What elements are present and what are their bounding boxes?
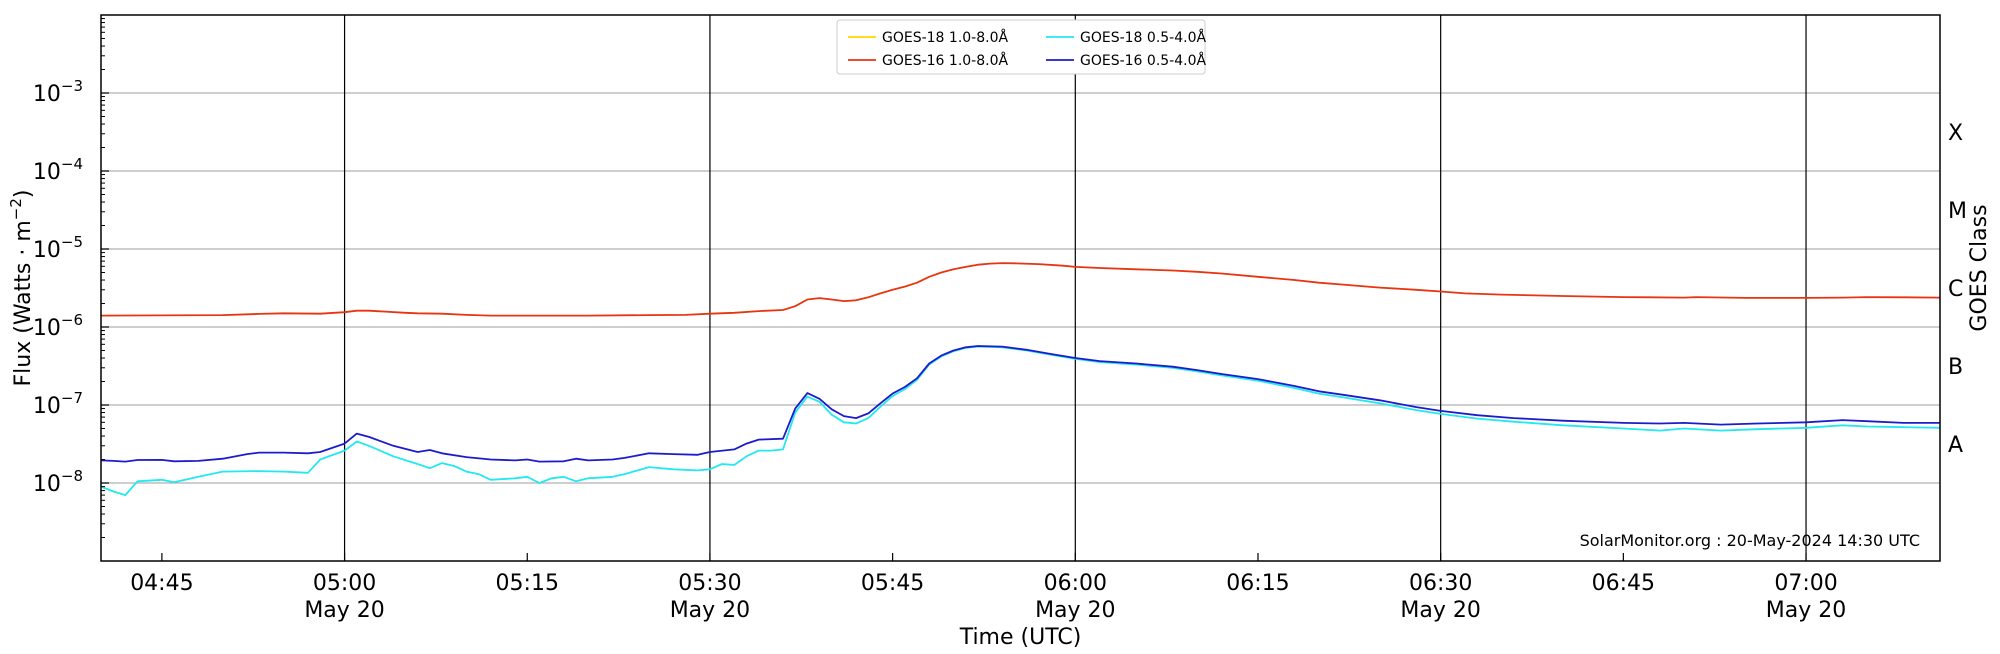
x-tick-label: 05:00	[313, 571, 376, 596]
y-tick-label-base: 10	[33, 472, 61, 497]
x-tick-date-label: May 20	[670, 598, 750, 623]
x-tick-date-label: May 20	[1766, 598, 1846, 623]
series-line	[100, 345, 1940, 463]
y-tick-label-base: 10	[33, 82, 61, 107]
legend-label: GOES-16 0.5-4.0Å	[1080, 52, 1206, 69]
y-tick-label-exponent: −3	[61, 77, 83, 95]
x-tick-label: 04:45	[130, 571, 193, 596]
goes-class-label: B	[1948, 355, 1963, 380]
y-axis-label-exponent: −2	[7, 198, 25, 220]
plot-frame	[100, 14, 1941, 562]
x-tick-label: 06:00	[1044, 571, 1107, 596]
y-tick-label: 10−8	[33, 467, 83, 497]
goes-class-label: A	[1948, 433, 1963, 458]
series-lines	[100, 262, 1941, 497]
x-tick-date-label: May 20	[1400, 598, 1480, 623]
x-tick-date-label: May 20	[1035, 598, 1115, 623]
x-tick-date-label: May 20	[304, 598, 384, 623]
credit-text: SolarMonitor.org : 20-May-2024 14:30 UTC	[1580, 531, 1920, 550]
y-tick-label-exponent: −5	[61, 233, 83, 251]
grid-lines	[101, 15, 1940, 561]
x-tick-label: 05:45	[861, 571, 924, 596]
x-tick-label: 06:45	[1592, 571, 1655, 596]
goes-class-label: X	[1948, 121, 1963, 146]
legend-label: GOES-16 1.0-8.0Å	[882, 52, 1008, 69]
y-tick-label-exponent: −4	[61, 155, 83, 173]
goes-class-axis-label: GOES Class	[1967, 204, 1992, 331]
legend-label: GOES-18 1.0-8.0Å	[882, 29, 1008, 46]
y-tick-label: 10−4	[33, 155, 83, 185]
goes-class-labels: A B C M X	[1948, 121, 1967, 458]
y-tick-label-base: 10	[33, 160, 61, 185]
y-tick-label-exponent: −7	[61, 389, 83, 407]
x-tick-label: 07:00	[1774, 571, 1837, 596]
y-tick-label-base: 10	[33, 394, 61, 419]
goes-class-label: M	[1948, 199, 1967, 224]
y-tick-label-exponent: −6	[61, 311, 83, 329]
x-axis-label: Time (UTC)	[959, 625, 1082, 650]
series-line	[100, 262, 1941, 317]
y-tick-label: 10−7	[33, 389, 83, 419]
y-tick-label: 10−6	[33, 311, 83, 341]
y-tick-label-exponent: −8	[61, 467, 83, 485]
y-axis-label: Flux (Watts · m−2)	[7, 190, 36, 387]
legend: GOES-18 1.0-8.0Å GOES-16 1.0-8.0Å GOES-18 …	[836, 19, 1206, 75]
y-axis-label-close: )	[11, 190, 36, 199]
y-tick-label-base: 10	[33, 238, 61, 263]
series-line	[100, 345, 1941, 497]
y-tick-label: 10−3	[33, 77, 83, 107]
y-tick-label-base: 10	[33, 316, 61, 341]
legend-frame	[836, 19, 1206, 75]
x-tick-label: 06:15	[1226, 571, 1289, 596]
x-tick-label: 05:15	[496, 571, 559, 596]
y-axis-ticks: 10−810−710−610−510−410−3	[33, 18, 109, 539]
y-tick-label: 10−5	[33, 233, 83, 263]
x-tick-label: 06:30	[1409, 571, 1472, 596]
x-tick-label: 05:30	[678, 571, 741, 596]
legend-label: GOES-18 0.5-4.0Å	[1080, 29, 1206, 46]
goes-class-label: C	[1948, 277, 1963, 302]
